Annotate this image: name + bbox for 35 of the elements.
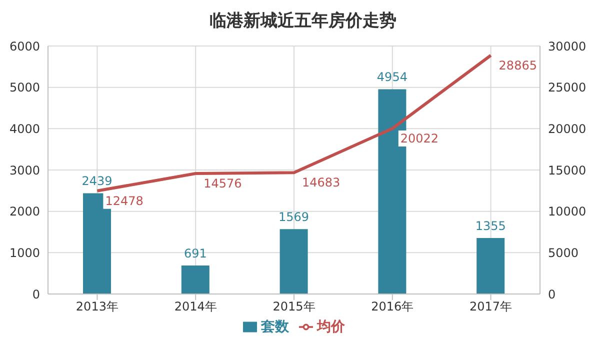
x-tick-label: 2013年: [76, 300, 118, 314]
y2-tick-label: 25000: [548, 80, 586, 95]
x-tick-label: 2017年: [470, 300, 512, 314]
legend-label: 均价: [317, 319, 345, 335]
y-tick-label: 2000: [9, 204, 40, 219]
bar: [280, 229, 308, 294]
x-tick-label: 2014年: [174, 300, 217, 314]
chart-title: 临港新城近五年房价走势: [208, 10, 398, 33]
bar: [181, 265, 210, 294]
data-label: 20022: [400, 131, 439, 146]
y-tick-label: 5000: [9, 80, 40, 95]
data-label: 2439: [82, 174, 112, 188]
x-tick-label: 2015年: [272, 300, 316, 314]
data-label: 14683: [302, 176, 340, 190]
data-label: 691: [184, 246, 207, 260]
y-tick-label: 4000: [9, 122, 40, 136]
y-tick-label: 6000: [9, 39, 40, 54]
data-label: 1569: [278, 210, 310, 224]
y2-tick-label: 0: [548, 287, 556, 302]
y-tick-label: 1000: [9, 246, 40, 260]
data-label: 1355: [475, 218, 506, 233]
y2-tick-label: 15000: [548, 163, 586, 178]
data-label: 14576: [204, 176, 242, 191]
bar: [476, 238, 505, 294]
y2-tick-label: 30000: [548, 39, 586, 54]
legend-label: 套数: [261, 319, 289, 335]
x-tick-label: 2016年: [371, 300, 414, 314]
y-tick-label: 3000: [9, 163, 40, 178]
data-label: 4954: [376, 70, 408, 84]
y2-tick-label: 20000: [548, 122, 586, 136]
y2-tick-label: 10000: [548, 204, 586, 219]
data-label: 12478: [105, 194, 144, 208]
y2-tick-label: 5000: [548, 246, 579, 260]
data-label: 28865: [498, 58, 537, 72]
y-tick-label: 0: [32, 287, 40, 302]
